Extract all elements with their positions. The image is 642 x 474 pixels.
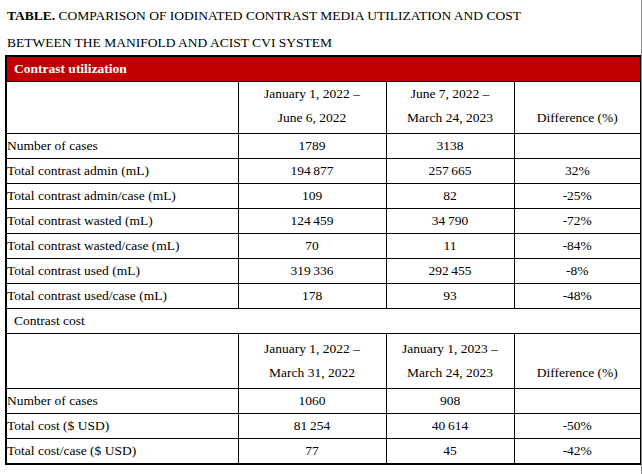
table-row: Total cost/case ($ USD) 77 45 -42% [6,439,641,465]
table-row: Number of cases 1789 3138 [6,134,641,159]
period2-value-cell: 45 [386,439,514,465]
cost-empty-header-cell [6,334,238,389]
row-label-cell: Total contrast admin (mL) [6,159,238,184]
difference-value-cell: -84% [514,234,641,259]
contrast-comparison-table: Contrast utilization January 1, 2022 – J… [5,55,642,465]
cost-period2-header: January 1, 2023 – March 24, 2023 [386,334,514,389]
cost-difference-header: Difference (%) [514,334,641,389]
difference-value-cell: -42% [514,439,641,465]
table-caption: TABLE. COMPARISON OF IODINATED CONTRAST … [0,0,641,56]
section-header-cost-row: Contrast cost [6,309,641,334]
difference-value-cell: -48% [514,284,641,309]
cost-period1-header: January 1, 2022 – March 31, 2022 [238,334,386,389]
cost-period1-line2: March 31, 2022 [239,361,386,385]
row-label-cell: Total contrast used (mL) [6,259,238,284]
row-label-cell: Total contrast wasted (mL) [6,209,238,234]
period1-value-cell: 70 [238,234,386,259]
period1-value-cell: 77 [238,439,386,465]
section-header-utilization: Contrast utilization [6,56,641,82]
table-caption-line2: BETWEEN THE MANIFOLD AND ACIST CVI SYSTE… [7,29,631,56]
period1-value-cell: 178 [238,284,386,309]
period2-value-cell: 257 665 [386,159,514,184]
period2-value-cell: 34 790 [386,209,514,234]
period1-value-cell: 194 877 [238,159,386,184]
period1-value-cell: 1060 [238,389,386,414]
row-label-cell: Total cost ($ USD) [6,414,238,439]
period1-value-cell: 81 254 [238,414,386,439]
period2-value-cell: 292 455 [386,259,514,284]
row-label-cell: Total contrast wasted/case (mL) [6,234,238,259]
table-row: Total contrast admin (mL) 194 877 257 66… [6,159,641,184]
difference-value-cell [514,389,641,414]
period1-value-cell: 319 336 [238,259,386,284]
table-row: Number of cases 1060 908 [6,389,641,414]
period2-value-cell: 93 [386,284,514,309]
cost-period2-line1: January 1, 2023 – [387,337,514,361]
difference-value-cell [514,134,641,159]
table-row: Total contrast used (mL) 319 336 292 455… [6,259,641,284]
section-header-utilization-row: Contrast utilization [6,56,641,82]
utilization-period1-line2: June 6, 2022 [239,106,386,130]
row-label-cell: Total cost/case ($ USD) [6,439,238,465]
document-page: TABLE. COMPARISON OF IODINATED CONTRAST … [0,0,642,474]
utilization-period1-header: January 1, 2022 – June 6, 2022 [238,82,386,134]
period2-value-cell: 82 [386,184,514,209]
table-caption-label: TABLE. [7,8,55,23]
period1-value-cell: 109 [238,184,386,209]
row-label-cell: Number of cases [6,389,238,414]
period2-value-cell: 908 [386,389,514,414]
cost-period1-line1: January 1, 2022 – [239,337,386,361]
utilization-difference-header: Difference (%) [514,82,641,134]
table-row: Total contrast used/case (mL) 178 93 -48… [6,284,641,309]
period1-value-cell: 124 459 [238,209,386,234]
cost-period2-line2: March 24, 2023 [387,361,514,385]
cost-column-header-row: January 1, 2022 – March 31, 2022 January… [6,334,641,389]
difference-value-cell: -25% [514,184,641,209]
utilization-empty-header-cell [6,82,238,134]
difference-value-cell: -72% [514,209,641,234]
utilization-column-header-row: January 1, 2022 – June 6, 2022 June 7, 2… [6,82,641,134]
utilization-period2-header: June 7, 2022 – March 24, 2023 [386,82,514,134]
period2-value-cell: 3138 [386,134,514,159]
utilization-period1-line1: January 1, 2022 – [239,82,386,106]
row-label-cell: Total contrast admin/case (mL) [6,184,238,209]
table-caption-text: COMPARISON OF IODINATED CONTRAST MEDIA U… [55,8,521,23]
utilization-period2-line2: March 24, 2023 [387,106,514,130]
utilization-period2-line1: June 7, 2022 – [387,82,514,106]
table-row: Total cost ($ USD) 81 254 40 614 -50% [6,414,641,439]
difference-value-cell: -8% [514,259,641,284]
table-row: Total contrast wasted/case (mL) 70 11 -8… [6,234,641,259]
period2-value-cell: 11 [386,234,514,259]
period2-value-cell: 40 614 [386,414,514,439]
row-label-cell: Total contrast used/case (mL) [6,284,238,309]
row-label-cell: Number of cases [6,134,238,159]
section-header-cost: Contrast cost [6,309,641,334]
difference-value-cell: -50% [514,414,641,439]
difference-value-cell: 32% [514,159,641,184]
table-caption-line1: TABLE. COMPARISON OF IODINATED CONTRAST … [7,2,631,29]
table-row: Total contrast admin/case (mL) 109 82 -2… [6,184,641,209]
period1-value-cell: 1789 [238,134,386,159]
table-row: Total contrast wasted (mL) 124 459 34 79… [6,209,641,234]
